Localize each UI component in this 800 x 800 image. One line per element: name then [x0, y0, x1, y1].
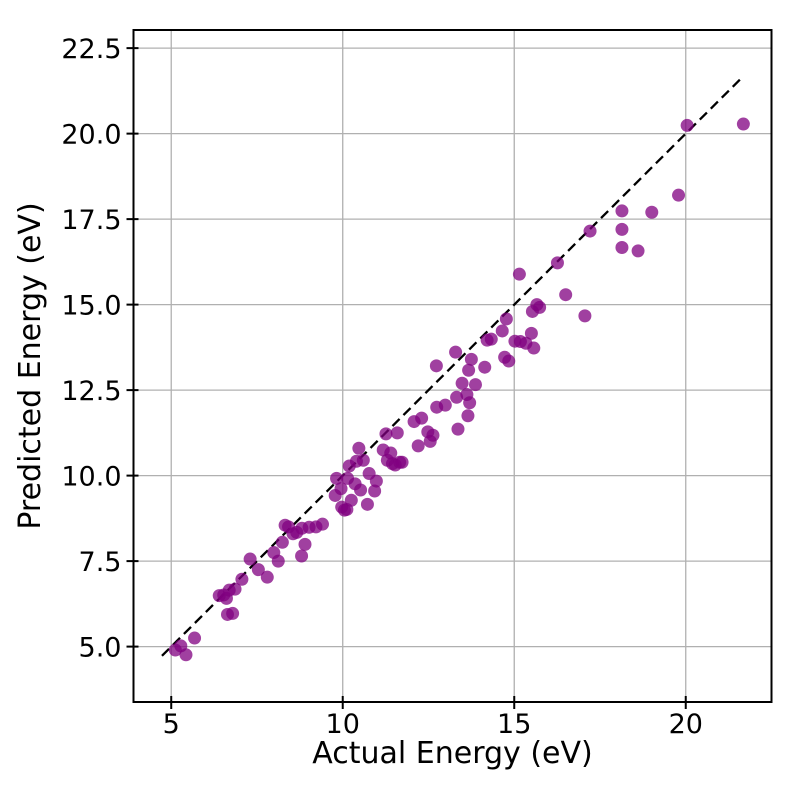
data-point — [384, 446, 398, 460]
data-point — [228, 582, 242, 596]
data-point — [438, 398, 452, 412]
data-points — [168, 117, 750, 662]
data-point — [271, 554, 285, 568]
data-point — [360, 497, 374, 511]
data-point — [461, 409, 475, 423]
y-tick-label: 7.5 — [79, 547, 122, 578]
y-axis-label: Predicted Energy (eV) — [13, 202, 48, 529]
data-point — [395, 455, 409, 469]
data-point — [615, 204, 629, 218]
data-point — [631, 244, 645, 258]
data-point — [512, 267, 526, 281]
data-point — [369, 474, 383, 488]
data-point — [295, 549, 309, 563]
y-tick-label: 5.0 — [79, 633, 122, 664]
x-axis-label: Actual Energy (eV) — [312, 736, 592, 771]
tick-marks — [126, 47, 687, 709]
y-tick-label: 15.0 — [61, 291, 121, 322]
data-point — [344, 493, 358, 507]
data-point — [524, 326, 538, 340]
data-point — [352, 441, 366, 455]
data-point — [736, 117, 750, 131]
data-point — [334, 482, 348, 496]
data-point — [450, 390, 464, 404]
data-point — [411, 439, 425, 453]
data-point — [251, 563, 265, 577]
data-point — [463, 396, 477, 410]
data-point — [426, 428, 440, 442]
data-point — [354, 483, 368, 497]
data-point — [315, 517, 329, 531]
data-point — [559, 288, 573, 302]
x-tick-label: 5 — [163, 709, 180, 740]
data-point — [578, 309, 592, 323]
x-tick-label: 10 — [326, 709, 360, 740]
data-point — [468, 378, 482, 392]
data-point — [235, 572, 249, 586]
identity-line — [161, 77, 743, 657]
data-point — [672, 188, 686, 202]
data-point — [527, 341, 541, 355]
y-tick-label: 17.5 — [61, 205, 121, 236]
data-point — [583, 224, 597, 238]
data-point — [451, 422, 465, 436]
data-point — [502, 354, 516, 368]
plot-border — [132, 29, 773, 703]
data-point — [499, 312, 513, 326]
data-point — [455, 376, 469, 390]
x-tick-label: 20 — [669, 709, 703, 740]
data-point — [260, 570, 274, 584]
data-point — [298, 537, 312, 551]
data-point — [415, 411, 429, 425]
data-point — [462, 363, 476, 377]
data-point — [275, 535, 289, 549]
identity-line-group — [161, 77, 743, 657]
data-point — [368, 484, 382, 498]
data-point — [356, 453, 370, 467]
data-point — [449, 345, 463, 359]
data-point — [226, 606, 240, 620]
data-point — [478, 360, 492, 374]
y-tick-label: 22.5 — [61, 34, 121, 65]
data-point — [484, 332, 498, 346]
data-point — [464, 352, 478, 366]
data-point — [379, 427, 393, 441]
data-point — [550, 256, 564, 270]
data-point — [645, 205, 659, 219]
data-point — [533, 300, 547, 314]
data-point — [179, 648, 193, 662]
y-tick-label: 20.0 — [61, 120, 121, 151]
gridlines — [133, 30, 772, 702]
data-point — [330, 471, 344, 485]
x-tick-label: 15 — [497, 709, 531, 740]
y-tick-label: 12.5 — [61, 376, 121, 407]
data-point — [188, 631, 202, 645]
data-point — [680, 118, 694, 132]
data-point — [390, 426, 404, 440]
data-point — [243, 552, 257, 566]
data-point — [429, 359, 443, 373]
data-point — [615, 222, 629, 236]
y-tick-label: 10.0 — [61, 462, 121, 493]
data-point — [495, 324, 509, 338]
tick-labels: 5 10 15 20 5.0 7.5 10.0 12.5 15.0 17.5 20.0 22.5 — [61, 34, 703, 740]
data-point — [615, 241, 629, 255]
